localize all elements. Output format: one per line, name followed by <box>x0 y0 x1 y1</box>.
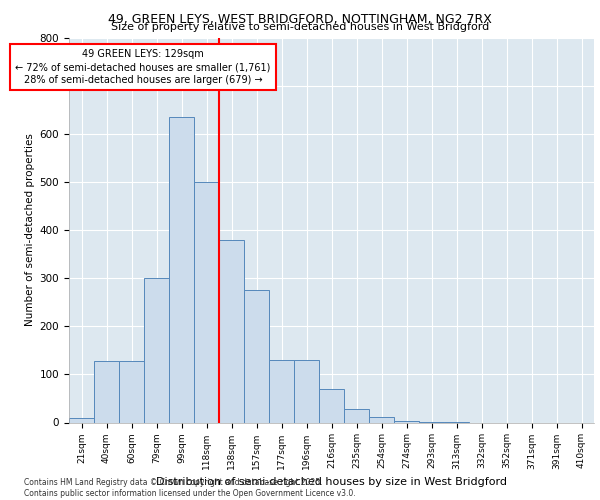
Bar <box>344 409 369 422</box>
Text: 49 GREEN LEYS: 129sqm
← 72% of semi-detached houses are smaller (1,761)
28% of s: 49 GREEN LEYS: 129sqm ← 72% of semi-deta… <box>16 49 271 86</box>
Bar <box>369 416 394 422</box>
Bar <box>294 360 319 422</box>
Text: Size of property relative to semi-detached houses in West Bridgford: Size of property relative to semi-detach… <box>111 22 489 32</box>
Bar <box>269 360 294 422</box>
Bar <box>144 278 169 422</box>
Bar <box>394 420 419 422</box>
Bar <box>69 418 94 422</box>
Text: Contains HM Land Registry data © Crown copyright and database right 2025.
Contai: Contains HM Land Registry data © Crown c… <box>24 478 356 498</box>
Bar <box>169 117 194 422</box>
Text: 49, GREEN LEYS, WEST BRIDGFORD, NOTTINGHAM, NG2 7RX: 49, GREEN LEYS, WEST BRIDGFORD, NOTTINGH… <box>108 12 492 26</box>
X-axis label: Distribution of semi-detached houses by size in West Bridgford: Distribution of semi-detached houses by … <box>156 477 507 487</box>
Bar <box>219 240 244 422</box>
Bar <box>319 389 344 422</box>
Bar <box>119 361 144 422</box>
Bar <box>194 182 219 422</box>
Bar <box>94 361 119 422</box>
Bar <box>244 290 269 422</box>
Y-axis label: Number of semi-detached properties: Number of semi-detached properties <box>25 134 35 326</box>
